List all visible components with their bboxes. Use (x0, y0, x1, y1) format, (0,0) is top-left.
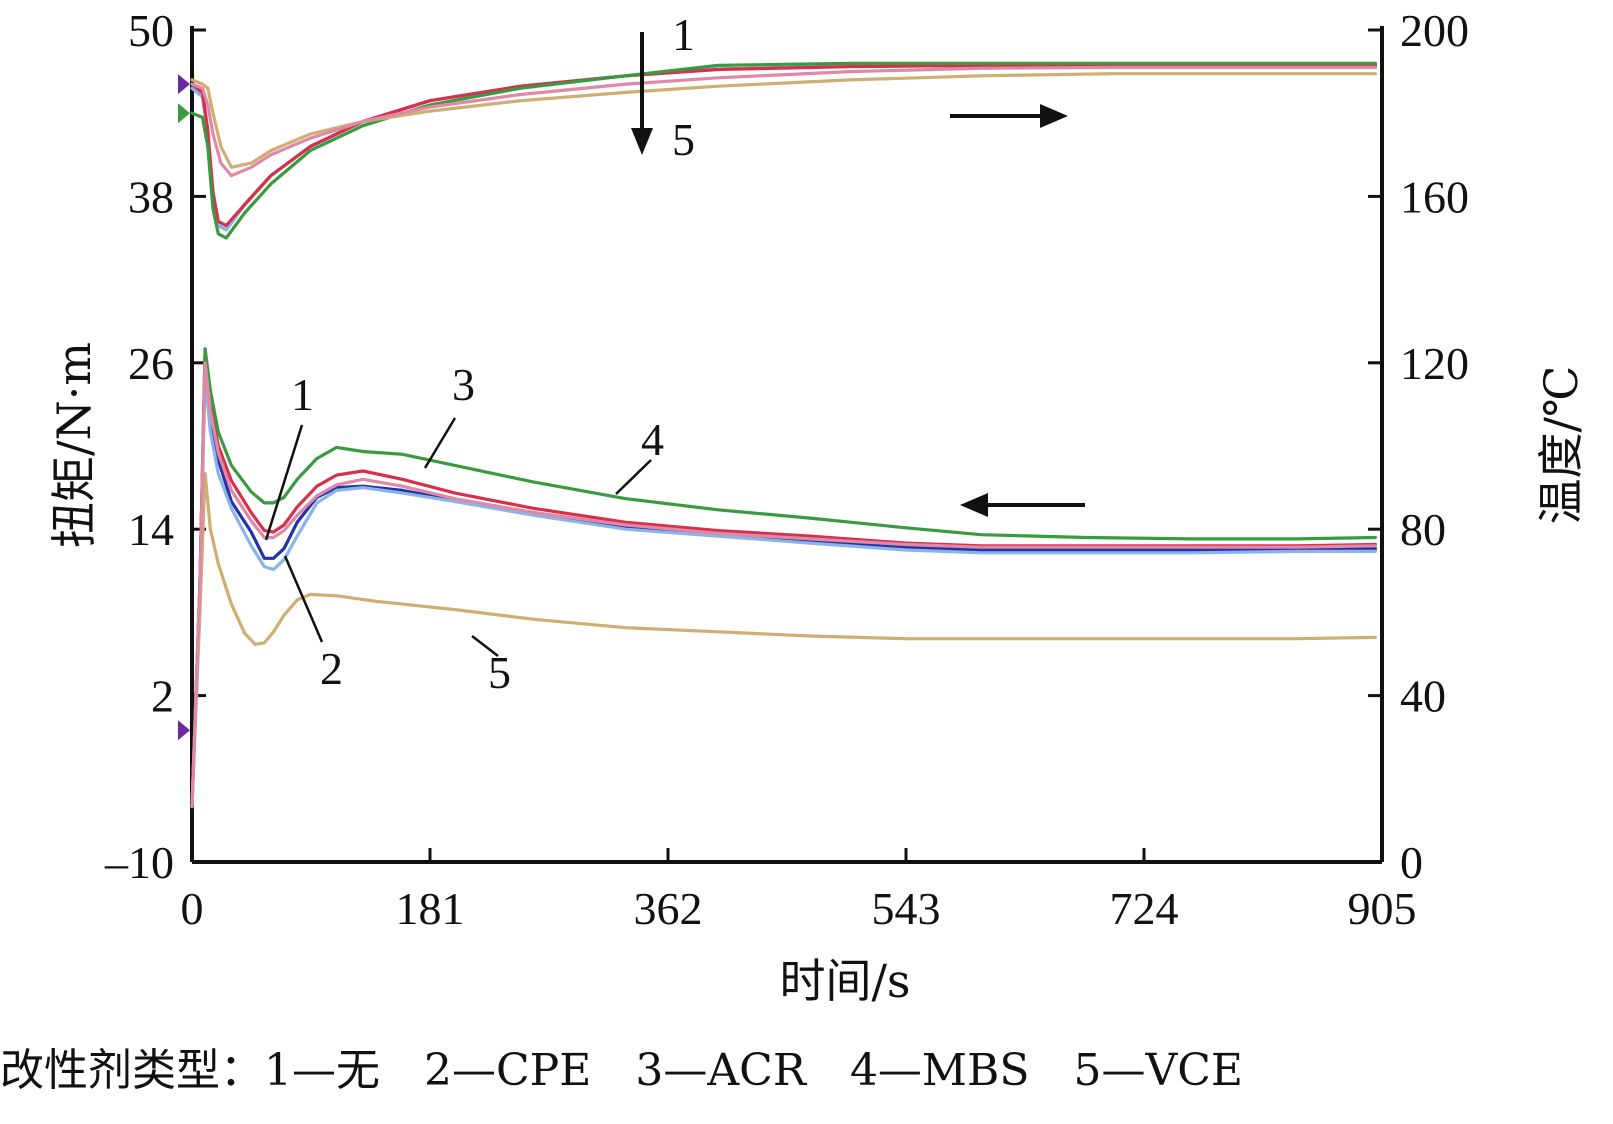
temperature-arrow-right-icon (950, 104, 1068, 128)
y-right-tick-label: 80 (1400, 504, 1446, 555)
temperature-series-line-2 (190, 63, 1378, 232)
torque-series-line-3 (190, 347, 1378, 809)
y-left-tick-label: –10 (104, 837, 174, 888)
x-tick-label: 362 (634, 883, 703, 934)
y-left-tick-label: 50 (128, 5, 174, 56)
temp-annotation-1: 1 (672, 9, 695, 60)
torque-series-line-pink (190, 361, 1378, 809)
x-tick-label: 724 (1110, 883, 1179, 934)
torque-annotation-3: 3 (452, 359, 475, 410)
torque-annotation-4: 4 (641, 414, 664, 465)
y-right-tick-label: 160 (1400, 171, 1469, 222)
torque-series-line-5 (190, 472, 1378, 809)
torque-series-group (190, 347, 1378, 809)
y-right-tick-label: 120 (1400, 338, 1469, 389)
x-axis-title: 时间/s (779, 954, 910, 1008)
torque-series-line-2 (190, 375, 1378, 809)
temp-annotation-5: 5 (672, 114, 695, 165)
temperature-series-line-3 (190, 63, 1378, 228)
y-left-tick-label: 14 (128, 504, 174, 555)
temperature-series-line-1 (190, 63, 1378, 232)
axes (178, 26, 1384, 864)
annotation-leaders (264, 417, 652, 657)
right-axis-title: 温度/℃ (1534, 366, 1588, 525)
torque-annotation-2: 2 (320, 643, 343, 694)
temperature-series-line-pink (190, 65, 1378, 178)
y-right-tick-label: 0 (1400, 837, 1423, 888)
y-right-tick-label: 200 (1400, 5, 1469, 56)
torque-arrow-left-icon (960, 493, 1085, 517)
x-tick-label: 905 (1348, 883, 1417, 934)
torque-series-line-4 (190, 347, 1378, 809)
x-tick-label: 0 (181, 883, 204, 934)
torque-annotation-5: 5 (488, 647, 511, 698)
torque-series-line-1 (190, 361, 1378, 809)
y-right-tick-label: 40 (1400, 671, 1446, 722)
x-tick-label: 181 (396, 883, 465, 934)
torque-annotation-1: 1 (291, 369, 314, 420)
start-marker (178, 74, 190, 95)
left-axis-title: 扭矩/N·m (47, 342, 101, 548)
torque-temperature-chart: 0 181 362 543 724 905–10214263850040801201602… (47, 5, 1588, 1008)
start-marker (178, 720, 190, 741)
temperature-series-group (190, 61, 1378, 240)
tick-labels: 0 181 362 543 724 905–10214263850040801201602… (104, 5, 1469, 934)
y-left-tick-label: 26 (128, 338, 174, 389)
start-marker (178, 103, 190, 124)
x-tick-label: 543 (872, 883, 941, 934)
y-left-tick-label: 38 (128, 171, 174, 222)
figure-caption: 改性剂类型：1—无 2—CPE 3—ACR 4—MBS 5—VCE (0, 1045, 1244, 1096)
y-left-tick-label: 2 (151, 671, 174, 722)
temperature-series-line-4 (190, 61, 1378, 240)
temperature-down-arrow-icon (631, 32, 653, 155)
